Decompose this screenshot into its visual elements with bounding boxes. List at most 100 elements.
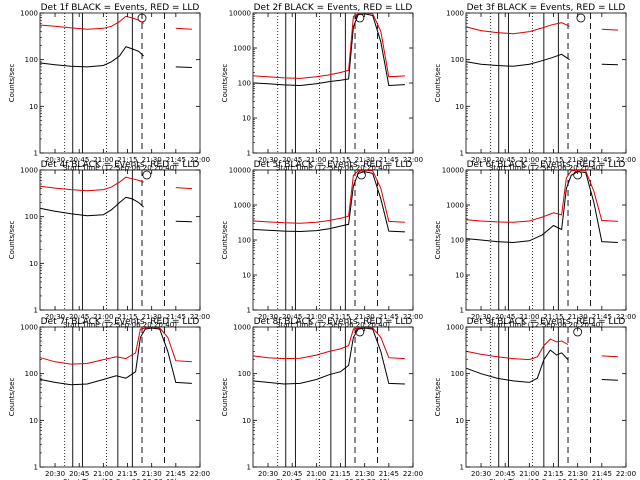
x-tick-label: 21:45 [592,470,612,478]
x-tick-label: 20:45 [69,156,89,164]
y-tick-label: 1 [460,464,464,472]
x-tick-label: 21:15 [330,470,350,478]
y-tick-label: 1 [34,464,38,472]
y-tick-label: 1000 [233,324,251,332]
chart-title: Det 8f BLACK = Events, RED = LLD [254,317,413,327]
x-tick-label: 20:30 [471,156,491,164]
x-tick-label: 21:00 [519,313,539,321]
x-tick-label: 21:45 [592,313,612,321]
series-events-line [253,171,405,233]
x-tick-label: 21:45 [379,470,399,478]
y-tick-label: 1 [247,307,251,315]
x-tick-label: 20:45 [282,313,302,321]
series-lld-line [466,22,618,35]
x-tick-label: 21:45 [592,156,612,164]
series-events-line [466,171,618,244]
plot-frame [465,169,627,311]
x-tick-label: 21:15 [117,313,137,321]
x-tick-label: 21:00 [519,156,539,164]
y-tick-label: 10000 [442,167,464,175]
y-axis-label: Counts/sec [434,64,442,103]
chart-panel-7: Det 7f BLACK = Events, RED = LLD 1 10 100 10… [8,317,210,480]
plot-frame [252,12,414,154]
y-tick-label: 1000 [446,324,464,332]
series-events-line [40,327,192,386]
y-axis-label: Counts/sec [221,221,229,260]
y-tick-label: 100 [25,370,38,378]
y-tick-label: 10000 [229,167,251,175]
x-tick-label: 21:15 [330,313,350,321]
plot-frame [39,326,201,468]
chart-panel-4: Det 4f BLACK = Events, RED = LLD 1 10 100 10… [8,160,210,329]
x-tick-label: 21:00 [306,313,326,321]
x-tick-label: 21:30 [355,156,375,164]
series-lld-line [253,326,405,360]
series-events-line [466,349,618,383]
x-tick-label: 22:00 [403,470,423,478]
y-tick-label: 1000 [233,202,251,210]
y-tick-label: 10 [242,115,251,123]
series-lld-line [253,169,405,224]
x-tick-label: 20:45 [69,313,89,321]
chart-title: Det 7f BLACK = Events, RED = LLD [41,317,200,327]
x-tick-label: 21:15 [543,470,563,478]
x-tick-label: 21:45 [166,470,186,478]
x-tick-label: 20:30 [471,470,491,478]
series-lld-line [40,15,192,30]
y-tick-label: 10000 [229,10,251,18]
x-tick-label: 21:00 [306,470,326,478]
x-tick-label: 20:45 [282,156,302,164]
x-tick-label: 21:30 [568,313,588,321]
chart-panel-1: Det 1f BLACK = Events, RED = LLD 1 10 100 10… [8,3,210,172]
chart-panel-6: Det 6f BLACK = Events, RED = LLD 1 10 100 10… [434,160,636,329]
x-tick-label: 21:45 [166,156,186,164]
x-tick-label: 22:00 [190,313,210,321]
series-events-line [40,46,192,68]
series-events-line [40,196,192,223]
chart-panel-2: Det 2f BLACK = Events, RED = LLD 1 10 100 10… [221,3,423,172]
y-tick-label: 10 [29,103,38,111]
series-lld-line [466,169,618,223]
y-axis-label: Counts/sec [221,378,229,417]
y-tick-label: 1000 [446,10,464,18]
x-tick-label: 21:45 [379,313,399,321]
x-tick-label: 21:45 [379,156,399,164]
x-tick-label: 21:30 [568,470,588,478]
x-tick-label: 21:00 [93,470,113,478]
x-tick-label: 20:30 [258,313,278,321]
x-tick-label: 21:30 [142,156,162,164]
y-tick-label: 10 [455,272,464,280]
y-tick-label: 1 [460,150,464,158]
x-tick-label: 21:00 [93,313,113,321]
x-tick-label: 21:15 [117,470,137,478]
x-axis-label: Start Time (12-Sep-06 20:20:40) [489,321,603,329]
x-tick-label: 21:15 [543,156,563,164]
y-tick-label: 100 [238,370,251,378]
x-tick-label: 22:00 [616,313,636,321]
event-marker-circle [142,170,152,180]
x-tick-label: 21:15 [117,156,137,164]
y-tick-label: 1000 [233,45,251,53]
x-tick-label: 20:45 [495,313,515,321]
chart-title: Det 4f BLACK = Events, RED = LLD [41,160,200,170]
x-tick-label: 21:45 [166,313,186,321]
x-tick-label: 20:45 [69,470,89,478]
x-axis-label: Start Time (12-Sep-06 20:20:40) [276,478,390,480]
x-tick-label: 21:30 [355,313,375,321]
x-tick-label: 22:00 [190,470,210,478]
chart-panel-3: Det 3f BLACK = Events, RED = LLD 1 10 100 10… [434,3,636,172]
chart-title: Det 3f BLACK = Events, RED = LLD [467,3,626,13]
plot-frame [39,12,201,154]
series-lld-line [40,176,192,192]
series-events-line [466,53,618,67]
x-tick-label: 21:00 [519,470,539,478]
y-tick-label: 10 [29,260,38,268]
event-marker-circle [576,13,586,23]
y-tick-label: 100 [451,237,464,245]
chart-panel-9: Det 9f BLACK = Events, RED = LLD 1 10 100 10… [434,317,636,480]
series-events-line [253,327,405,385]
x-tick-label: 21:30 [355,470,375,478]
y-tick-label: 1 [460,307,464,315]
plot-frame [465,326,627,468]
x-tick-label: 20:30 [45,313,65,321]
